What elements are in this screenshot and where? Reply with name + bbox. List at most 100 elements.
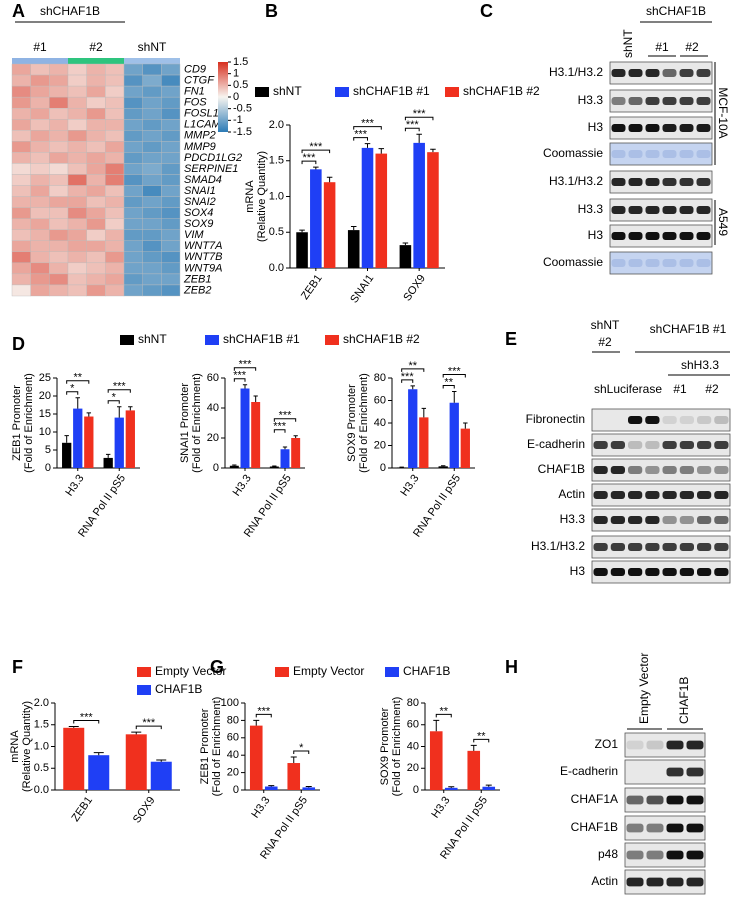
heatmap-cell [105, 141, 125, 153]
gene-label: FOS [184, 97, 207, 109]
heatmap-cell [161, 130, 181, 142]
blot-row-label: ZO1 [595, 737, 619, 751]
blot-row-band [662, 416, 677, 424]
heatmap-cell [105, 262, 125, 275]
gene-label: MMP9 [184, 141, 216, 153]
legend-swatch [255, 87, 269, 97]
group-label: shNT [138, 40, 167, 54]
blot-row-label: H3.3 [578, 202, 604, 216]
heatmap-cell [49, 229, 69, 241]
bar [296, 232, 308, 268]
heatmap-cell [30, 273, 50, 286]
blot-row-band [645, 232, 660, 240]
heatmap-cell [123, 229, 143, 241]
heatmap-cell [49, 85, 69, 98]
significance-label: *** [257, 705, 271, 717]
heatmap-cell [161, 141, 181, 153]
blot-row-band [645, 124, 660, 132]
significance-bracket [135, 725, 162, 730]
blot-row [591, 560, 731, 584]
heatmap-cell [67, 218, 87, 230]
y-tick-label: 0 [413, 784, 419, 796]
blot-row-band [686, 877, 704, 887]
gene-label: WNT7A [184, 240, 223, 252]
error-bar [402, 242, 409, 246]
y-axis-label: mRNA [244, 180, 256, 213]
y-tick-label: 0 [380, 462, 386, 474]
bar [397, 467, 407, 468]
legend-swatch [137, 667, 151, 677]
blot-row-band [626, 877, 644, 887]
blot-row-band [593, 568, 608, 576]
heatmap-cell [11, 63, 31, 76]
error-bar [86, 412, 92, 417]
blot-row-label: Actin [591, 874, 618, 888]
bar [125, 734, 147, 790]
error-bar [268, 785, 275, 787]
heatmap-cell [86, 141, 106, 153]
y-tick-label: 25 [39, 372, 51, 384]
blot-row-band [662, 124, 677, 132]
significance-bracket [301, 149, 331, 154]
heatmap-cell [11, 229, 31, 241]
gene-label: SERPINE1 [184, 163, 238, 175]
significance-label: *** [113, 381, 127, 393]
heatmap-cell [67, 74, 87, 87]
blot-row-band [645, 69, 660, 77]
blot-row-band [611, 232, 626, 240]
heatmap-cell [123, 130, 143, 142]
blot-row-band [645, 466, 660, 474]
y-axis-label: SNAI1 Promoter [179, 383, 191, 463]
significance-label: *** [354, 128, 368, 140]
heatmap-cell [30, 229, 50, 241]
bar [287, 763, 301, 790]
gene-label: FOSL1 [184, 108, 219, 120]
blot-row-label: Fibronectin [526, 412, 585, 426]
blot-row-label: CHAF1A [571, 792, 618, 806]
heatmap-cell [30, 163, 50, 175]
blot-row-label: E-cadherin [560, 764, 618, 778]
blot-row-band [666, 877, 684, 887]
heatmap-cell [161, 119, 181, 131]
significance-label: * [112, 392, 117, 404]
bar [251, 402, 261, 468]
heatmap-cell [123, 152, 143, 164]
heatmap-cell [11, 85, 31, 98]
blot-row-label: Coomassie [543, 255, 603, 269]
heatmap-cell [142, 185, 162, 197]
heatmap-cell [49, 262, 69, 275]
blot-row-band [662, 466, 677, 474]
error-bar [253, 719, 260, 726]
gene-label: PDCD1LG2 [184, 152, 242, 164]
heatmap-cell [161, 284, 181, 297]
blot-row-band [646, 850, 664, 860]
heatmap-cell [161, 174, 181, 186]
y-axis-label: mRNA [9, 730, 21, 763]
error-bar [156, 759, 167, 762]
blot-row-band [679, 491, 694, 499]
heatmap-cell [161, 185, 181, 197]
colorbar [218, 62, 228, 132]
blot-row-band [611, 178, 626, 186]
heatmap-cell [105, 107, 125, 120]
blot-row-band [686, 823, 704, 833]
bar [323, 182, 336, 268]
blot-row [609, 198, 713, 222]
blot-row-band [696, 259, 711, 267]
y-tick-label: 0 [233, 784, 239, 796]
x-tick-label: ZEB1 [69, 795, 95, 824]
y-tick-label: 60 [227, 732, 239, 744]
legend-swatch [445, 87, 459, 97]
blot-row-band [645, 543, 660, 551]
blot-row [609, 251, 713, 275]
blot-row-band [662, 206, 677, 214]
blot-row-band [628, 124, 643, 132]
heatmap-cell [67, 85, 87, 98]
heatmap-cell [142, 218, 162, 230]
x-tick-label: H3.3 [249, 795, 272, 821]
significance-bracket [73, 719, 100, 724]
blot-row [591, 408, 731, 432]
heatmap-cell [49, 119, 69, 131]
y-axis-label: (Fold of Enrichment) [211, 697, 223, 797]
blot-row-label: E-cadherin [527, 437, 585, 451]
